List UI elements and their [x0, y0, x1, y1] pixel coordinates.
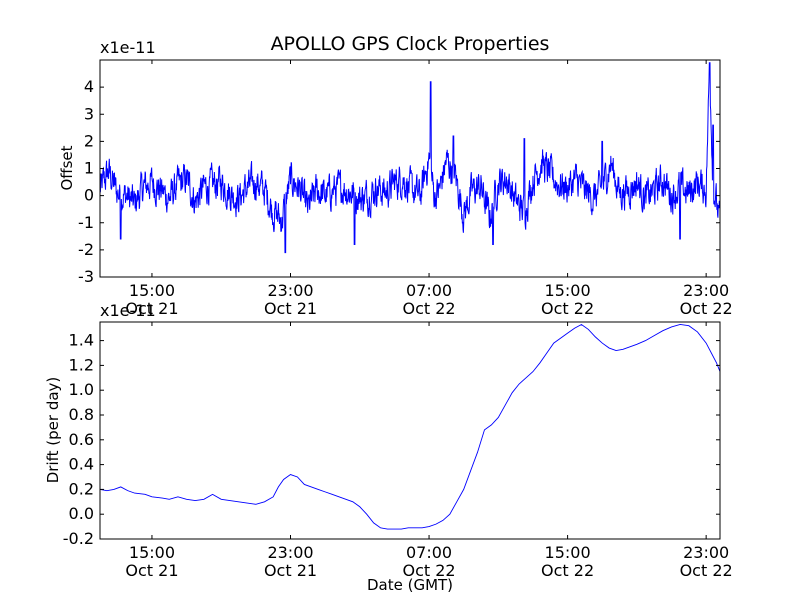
drift-axes-frame	[99, 321, 721, 540]
offset-exponent-label: x1e-11	[100, 38, 156, 57]
drift-x-axis-label: Date (GMT)	[367, 576, 453, 594]
offset-y-tick-label: -2	[78, 240, 94, 259]
offset-y-tick-label: -1	[78, 213, 94, 232]
drift-y-tick-label: -0.2	[63, 529, 94, 548]
offset-y-tick-label: 4	[84, 77, 94, 96]
offset-x-tick-time-label: 15:00	[129, 281, 175, 300]
offset-y-tick-label: 3	[84, 104, 94, 123]
offset-x-tick-time-label: 15:00	[545, 281, 591, 300]
offset-x-tick-time-label: 07:00	[406, 281, 452, 300]
offset-y-tick-label: 1	[84, 159, 94, 178]
drift-x-tick-time-label: 15:00	[545, 543, 591, 562]
drift-y-tick-label: 1.0	[69, 380, 94, 399]
drift-x-tick-time-label: 07:00	[406, 543, 452, 562]
drift-y-ticks: -0.2 0.0 0.2 0.4 0.6 0.8 1.0 1.2 1.4	[63, 331, 720, 548]
offset-x-tick-date-label: Oct 21	[264, 299, 317, 318]
offset-x-tick-date-label: Oct 22	[680, 299, 733, 318]
drift-x-tick-date-label: Oct 22	[402, 561, 455, 580]
offset-y-tick-label: 0	[84, 186, 94, 205]
drift-x-tick-date-label: Oct 22	[680, 561, 733, 580]
drift-y-axis-label: Drift (per day)	[44, 377, 62, 484]
drift-x-tick-date-label: Oct 21	[125, 561, 178, 580]
offset-x-tick-time-label: 23:00	[683, 281, 729, 300]
drift-exponent-label: x1e-11	[100, 301, 156, 320]
drift-x-tick-time-label: 23:00	[683, 543, 729, 562]
drift-y-tick-label: 0.0	[69, 504, 94, 523]
drift-x-tick-time-label: 15:00	[129, 543, 175, 562]
drift-y-tick-label: 0.4	[69, 455, 94, 474]
drift-x-tick-time-label: 23:00	[267, 543, 313, 562]
drift-y-tick-label: 1.4	[69, 331, 94, 350]
offset-y-ticks: -3 -2 -1 0 1 2 3 4	[78, 77, 720, 286]
offset-series-line	[100, 62, 720, 254]
drift-y-tick-label: 0.2	[69, 479, 94, 498]
drift-y-tick-label: 0.8	[69, 405, 94, 424]
offset-y-tick-label: -3	[78, 267, 94, 286]
offset-x-tick-date-label: Oct 22	[402, 299, 455, 318]
drift-plot-area	[100, 323, 720, 530]
drift-x-tick-date-label: Oct 21	[264, 561, 317, 580]
drift-y-tick-label: 1.2	[69, 355, 94, 374]
drift-y-tick-label: 0.6	[69, 430, 94, 449]
chart-title: APOLLO GPS Clock Properties	[271, 33, 550, 55]
offset-plot-area	[100, 62, 720, 254]
offset-y-axis-label: Offset	[58, 145, 76, 190]
offset-x-tick-date-label: Oct 22	[541, 299, 594, 318]
drift-series-line	[100, 323, 720, 530]
offset-x-tick-date-label: Oct 21	[125, 299, 178, 318]
offset-y-tick-label: 2	[84, 131, 94, 150]
offset-x-tick-time-label: 23:00	[267, 281, 313, 300]
drift-x-tick-date-label: Oct 22	[541, 561, 594, 580]
